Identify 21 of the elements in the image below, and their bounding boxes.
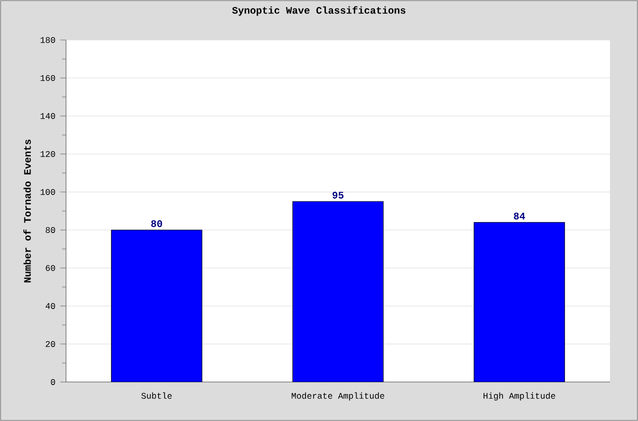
chart-title: Synoptic Wave Classifications [232,6,406,16]
y-tick-label: 80 [46,227,56,233]
y-tick-label: 0 [50,379,56,385]
y-axis-title: Number of Tornado Events [23,140,31,282]
y-tick-label: 180 [40,37,56,43]
x-tick-label: Moderate Amplitude [292,392,384,400]
y-tick-label: 140 [40,113,56,119]
y-tick-label: 60 [46,265,56,271]
bar [292,201,384,382]
data-label: 80 [151,220,162,228]
x-tick-label: High Amplitude [484,392,556,400]
bar [111,230,202,382]
y-tick-label: 20 [46,341,56,347]
x-tick-label: Subtle [141,392,172,399]
data-label: 84 [514,212,526,220]
bar [474,222,565,382]
data-label: 95 [332,192,344,199]
y-tick-label: 40 [46,303,56,309]
y-tick-label: 120 [40,151,56,157]
y-tick-label: 160 [40,75,56,81]
y-tick-label: 100 [40,189,56,195]
